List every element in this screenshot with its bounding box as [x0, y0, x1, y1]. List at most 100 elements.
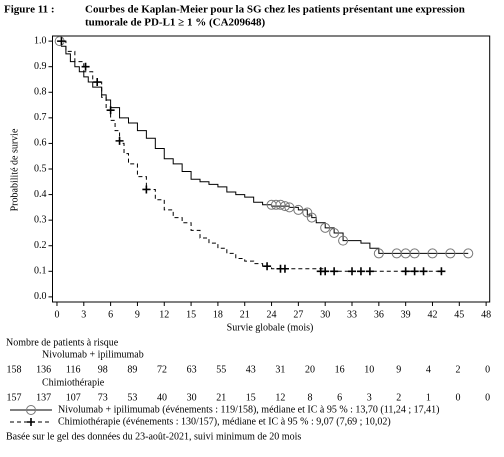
censor-mark: [410, 267, 419, 276]
risk-count: 20: [305, 364, 315, 375]
risk-count: 136: [36, 364, 51, 375]
risk-count: 9: [396, 364, 401, 375]
risk-count: 0: [485, 392, 490, 403]
risk-count: 137: [36, 392, 51, 403]
risk-count: 157: [7, 392, 22, 403]
risk-count: 12: [275, 392, 285, 403]
risk-count: 43: [246, 364, 256, 375]
censor-mark: [348, 267, 357, 276]
risk-count: 116: [66, 364, 81, 375]
risk-count: 89: [127, 364, 137, 375]
y-tick-label: 0.7: [34, 112, 47, 123]
risk-count: 63: [187, 364, 197, 375]
x-tick-label: 27: [293, 309, 303, 320]
risk-count: 21: [216, 392, 226, 403]
censor-mark: [293, 204, 304, 215]
y-tick-label: 0.1: [34, 266, 47, 277]
x-tick-label: 48: [481, 309, 491, 320]
risk-count: 0: [456, 392, 461, 403]
censor-mark: [409, 248, 420, 259]
risk-count: 55: [216, 364, 226, 375]
chart-title: Courbes de Kaplan-Meier pour la SG chez …: [85, 4, 465, 16]
censor-mark: [263, 262, 272, 271]
censor-mark: [437, 267, 446, 276]
risk-count: 72: [157, 364, 167, 375]
risk-table-title: Nombre de patients à risque: [6, 337, 119, 348]
risk-count: 4: [426, 364, 431, 375]
x-tick-label: 3: [81, 309, 86, 320]
censor-mark: [356, 267, 365, 276]
survival-curve: [56, 40, 469, 254]
x-axis-title: Survie globale (mois): [227, 322, 314, 333]
y-tick-label: 0.9: [34, 61, 47, 72]
censor-mark: [365, 267, 374, 276]
plot-frame: [52, 35, 491, 303]
x-tick-label: 18: [213, 309, 223, 320]
risk-count: 6: [337, 392, 342, 403]
censor-mark: [27, 418, 35, 426]
censor-mark: [57, 37, 66, 46]
risk-count: 1: [426, 392, 431, 403]
x-tick-label: 30: [320, 309, 330, 320]
risk-count: 3: [367, 392, 372, 403]
censor-mark: [115, 136, 124, 145]
risk-count: 31: [275, 364, 285, 375]
censor-mark: [275, 199, 286, 210]
risk-count: 30: [187, 392, 197, 403]
risk-count: 2: [456, 364, 461, 375]
risk-count: 0: [485, 364, 490, 375]
y-tick-label: 0.2: [34, 240, 47, 251]
x-tick-label: 24: [267, 309, 277, 320]
censor-mark: [419, 267, 428, 276]
censor-mark: [106, 106, 115, 115]
survival-curve: [56, 40, 442, 272]
risk-count: 15: [246, 392, 256, 403]
x-tick-label: 12: [159, 309, 169, 320]
risk-count: 16: [335, 364, 345, 375]
x-tick-label: 21: [240, 309, 250, 320]
y-tick-label: 0.0: [34, 291, 47, 302]
censor-mark: [401, 267, 410, 276]
figure-label: Figure 11 :: [4, 4, 55, 16]
x-tick-label: 15: [186, 309, 196, 320]
risk-count: 107: [66, 392, 81, 403]
censor-mark: [445, 248, 456, 259]
footnote: Basée sur le gel des données du 23-août-…: [6, 431, 301, 442]
risk-count: 10: [364, 364, 374, 375]
risk-count: 2: [396, 392, 401, 403]
x-tick-label: 0: [54, 309, 59, 320]
censor-mark: [142, 185, 151, 194]
y-tick-label: 0.6: [34, 138, 47, 149]
x-tick-label: 6: [108, 309, 113, 320]
risk-count: 98: [98, 364, 108, 375]
legend-label: Chimiothérapie (événements : 130/157), m…: [58, 416, 391, 427]
censor-mark: [330, 267, 339, 276]
risk-count: 53: [127, 392, 137, 403]
y-tick-label: 0.8: [34, 87, 47, 98]
risk-count: 73: [98, 392, 108, 403]
censor-mark: [329, 227, 340, 238]
x-tick-label: 33: [347, 309, 357, 320]
censor-mark: [373, 248, 384, 259]
censor-mark: [284, 202, 295, 213]
y-axis-title: Probabilité de survie: [9, 128, 20, 211]
risk-count: 8: [308, 392, 313, 403]
chart-title: tumorale de PD-L1 ≥ 1 % (CA209648): [85, 17, 266, 29]
censor-mark: [306, 212, 317, 223]
censor-mark: [280, 264, 289, 273]
censor-mark: [321, 267, 330, 276]
x-tick-label: 45: [454, 309, 464, 320]
censor-mark: [93, 78, 102, 87]
x-tick-label: 42: [427, 309, 437, 320]
censor-mark: [463, 248, 474, 259]
y-tick-label: 0.5: [34, 163, 47, 174]
risk-count: 40: [157, 392, 167, 403]
censor-mark: [338, 235, 349, 246]
risk-row-label: Chimiothérapie: [42, 377, 105, 388]
x-tick-label: 39: [401, 309, 411, 320]
censor-mark: [81, 62, 90, 71]
x-tick-label: 36: [374, 309, 384, 320]
y-tick-label: 0.4: [34, 189, 47, 200]
